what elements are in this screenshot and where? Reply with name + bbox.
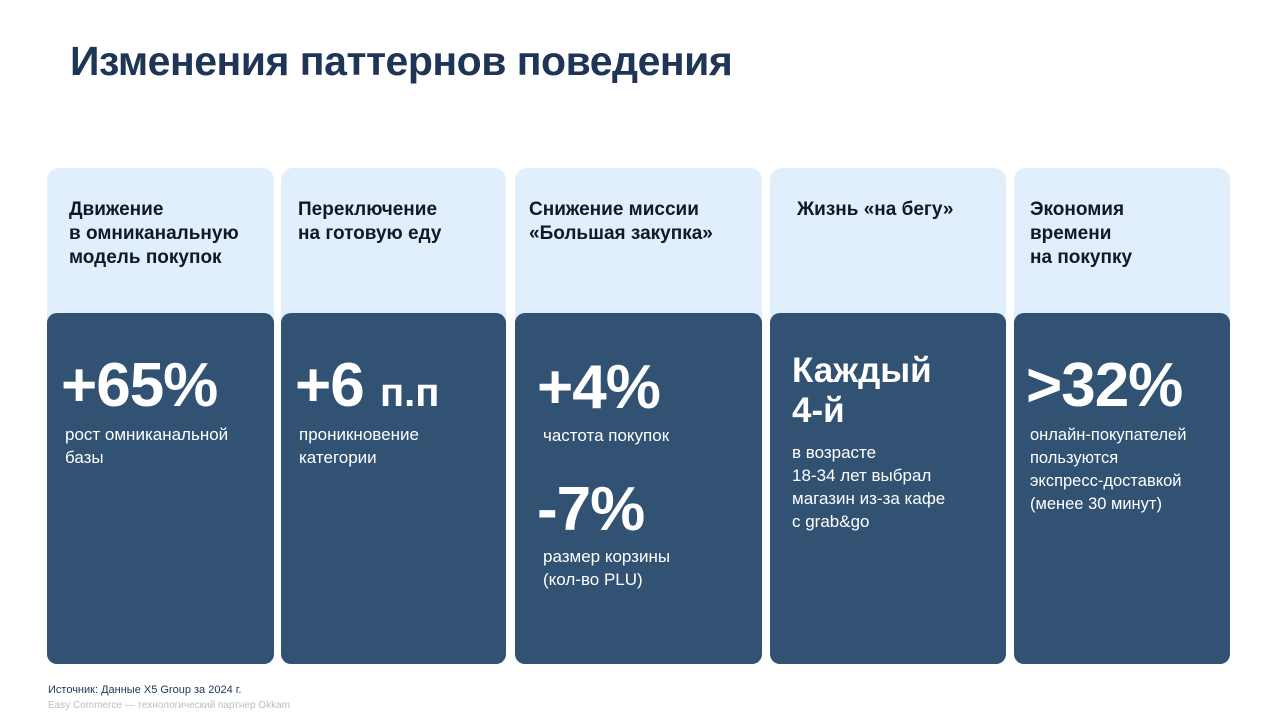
stat-value: +65% xyxy=(61,351,218,420)
stat-value: +4% xyxy=(537,353,661,422)
credit-note: Easy Commerce — технологический партнер … xyxy=(48,700,290,711)
stat-value-secondary: -7% xyxy=(537,475,645,544)
card-body-ready-food: +6 п.п проникновение категории xyxy=(281,313,506,664)
card-body-time-saving: >32% онлайн-покупателей пользуются экспр… xyxy=(1014,313,1230,664)
card-body-big-purchase: +4% частота покупок -7% размер корзины (… xyxy=(515,313,762,664)
stat-description: проникновение категории xyxy=(299,425,419,467)
card-header-big-purchase: Снижение миссии «Большая закупка» xyxy=(515,168,762,338)
stat-description-secondary: размер корзины (кол-во PLU) xyxy=(543,547,671,589)
card-heading: Экономия времени на покупку xyxy=(1030,199,1133,268)
card-body-on-the-go: Каждый 4-й в возрасте 18-34 лет выбрал м… xyxy=(770,313,1006,664)
card-header-on-the-go: Жизнь «на бегу» xyxy=(770,168,1006,338)
card-heading: Движение в омниканальную модель покупок xyxy=(69,199,239,268)
page-title: Изменения паттернов поведения xyxy=(70,38,733,84)
stat-value: Каждый 4-й xyxy=(792,351,932,430)
card-heading: Переключение на готовую еду xyxy=(298,199,442,244)
stat-description: рост омниканальной базы xyxy=(65,425,229,467)
card-body-omnichannel: +65% рост омниканальной базы xyxy=(47,313,274,664)
card-heading: Жизнь «на бегу» xyxy=(797,199,954,220)
stat-unit: п.п xyxy=(379,371,440,415)
card-header-time-saving: Экономия времени на покупку xyxy=(1014,168,1230,338)
source-note: Источник: Данные X5 Group за 2024 г. xyxy=(48,684,242,696)
stat-description: онлайн-покупателей пользуются экспресс-д… xyxy=(1030,426,1187,513)
card-header-omnichannel: Движение в омниканальную модель покупок xyxy=(47,168,274,338)
stat-description: частота покупок xyxy=(543,426,670,445)
stat-value: +6 п.п xyxy=(295,351,440,420)
card-header-ready-food: Переключение на готовую еду xyxy=(281,168,506,338)
stat-description: в возрасте 18-34 лет выбрал магазин из-з… xyxy=(792,443,946,531)
stat-value: >32% xyxy=(1026,351,1183,420)
card-heading: Снижение миссии «Большая закупка» xyxy=(529,199,713,244)
